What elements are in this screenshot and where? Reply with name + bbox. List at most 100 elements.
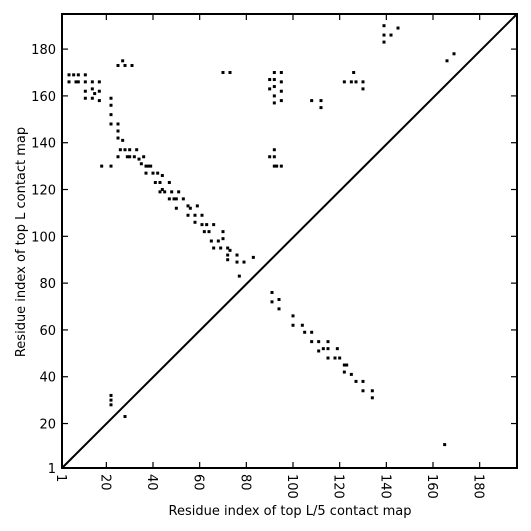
x-tick-label: 60 xyxy=(191,474,206,491)
lower-contact-point xyxy=(226,258,230,262)
lower-contact-point xyxy=(370,389,374,393)
y-tick-label: 120 xyxy=(31,184,56,199)
upper-contact-point xyxy=(83,96,87,100)
upper-contact-point xyxy=(83,89,87,93)
lower-contact-point xyxy=(277,307,281,311)
upper-contact-point xyxy=(272,71,276,75)
lower-contact-point xyxy=(300,323,304,327)
upper-contact-point xyxy=(275,164,279,168)
upper-contact-point xyxy=(389,33,393,37)
lower-contact-point xyxy=(109,393,113,397)
upper-contact-point xyxy=(158,190,162,194)
upper-contact-point xyxy=(118,148,122,152)
upper-contact-point xyxy=(109,122,113,126)
upper-contact-point xyxy=(279,71,283,75)
upper-contact-point xyxy=(212,246,216,250)
upper-contact-point xyxy=(90,87,94,91)
upper-contact-point xyxy=(97,89,101,93)
y-axis-title: Residue index of top L contact map xyxy=(14,127,29,357)
upper-contact-point xyxy=(221,230,225,234)
upper-contact-point xyxy=(382,40,386,44)
plot-area xyxy=(61,13,518,469)
upper-contact-point xyxy=(116,63,120,67)
upper-contact-point xyxy=(382,24,386,28)
upper-contact-point xyxy=(361,80,365,84)
x-tick-label: 40 xyxy=(144,474,159,491)
lower-contact-point xyxy=(242,260,246,264)
upper-contact-point xyxy=(268,155,272,159)
upper-contact-point xyxy=(160,188,164,192)
lower-contact-point xyxy=(342,363,346,367)
upper-contact-point xyxy=(170,190,174,194)
x-tick-label: 80 xyxy=(237,474,252,491)
upper-contact-point xyxy=(109,96,113,100)
upper-contact-point xyxy=(272,155,276,159)
lower-contact-point xyxy=(349,372,353,376)
upper-contact-point xyxy=(279,80,283,84)
upper-contact-point xyxy=(279,164,283,168)
upper-contact-point xyxy=(207,230,211,234)
plot-frame xyxy=(61,13,518,469)
upper-contact-point xyxy=(132,155,136,159)
upper-contact-point xyxy=(83,80,87,84)
lower-contact-point xyxy=(123,415,127,419)
lower-contact-point xyxy=(354,379,358,383)
upper-contact-point xyxy=(167,197,171,201)
upper-contact-point xyxy=(72,73,76,77)
upper-contact-point xyxy=(160,173,164,177)
upper-contact-point xyxy=(97,99,101,103)
upper-contact-point xyxy=(349,80,353,84)
lower-contact-point xyxy=(338,356,342,360)
upper-contact-point xyxy=(221,237,225,241)
upper-contact-point xyxy=(125,155,129,159)
upper-contact-point xyxy=(226,246,230,250)
lower-contact-point xyxy=(310,340,314,344)
upper-contact-point xyxy=(228,71,232,75)
upper-contact-point xyxy=(116,155,120,159)
x-tick-label: 1 xyxy=(53,474,68,482)
lower-contact-point xyxy=(226,253,230,257)
y-tick-label: 40 xyxy=(39,371,56,386)
y-tick-label: 1 xyxy=(48,462,56,477)
upper-contact-point xyxy=(268,78,272,82)
upper-contact-point xyxy=(121,59,125,63)
lower-contact-point xyxy=(326,356,330,360)
upper-contact-point xyxy=(90,96,94,100)
upper-contact-point xyxy=(354,80,358,84)
upper-contact-point xyxy=(128,155,132,159)
lower-contact-point xyxy=(109,398,113,402)
y-tick-label: 80 xyxy=(39,277,56,292)
upper-contact-point xyxy=(205,223,209,227)
lower-contact-point xyxy=(326,340,330,344)
lower-contact-point xyxy=(235,260,239,264)
upper-contact-point xyxy=(382,33,386,37)
upper-contact-point xyxy=(93,92,97,96)
lower-contact-point xyxy=(333,356,337,360)
upper-contact-point xyxy=(90,80,94,84)
upper-contact-point xyxy=(109,113,113,117)
upper-contact-point xyxy=(319,106,323,110)
lower-contact-point xyxy=(361,389,365,393)
upper-contact-point xyxy=(116,129,120,133)
lower-contact-point xyxy=(370,396,374,400)
upper-contact-point xyxy=(272,101,276,105)
upper-contact-point xyxy=(67,73,71,77)
upper-contact-point xyxy=(272,78,276,82)
upper-contact-point xyxy=(188,206,192,210)
upper-contact-point xyxy=(76,80,80,84)
upper-contact-point xyxy=(146,164,150,168)
upper-contact-point xyxy=(76,73,80,77)
upper-contact-point xyxy=(74,80,78,84)
lower-contact-point xyxy=(277,298,281,302)
lower-contact-point xyxy=(251,255,255,259)
x-tick-label: 140 xyxy=(377,474,392,499)
upper-contact-point xyxy=(135,148,139,152)
upper-contact-point xyxy=(123,148,127,152)
upper-contact-point xyxy=(279,99,283,103)
lower-contact-point xyxy=(342,370,346,374)
upper-contact-point xyxy=(109,103,113,107)
upper-contact-point xyxy=(352,71,356,75)
upper-contact-point xyxy=(186,204,190,208)
lower-contact-point xyxy=(270,300,274,304)
